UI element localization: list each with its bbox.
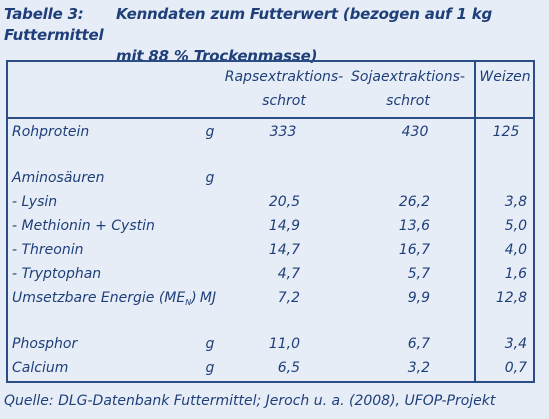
table-row: Calcium g 6,5 3,2 0,7 xyxy=(8,356,533,380)
row-label-calcium: Calcium xyxy=(12,360,69,376)
cell-weizen: 1,6 xyxy=(504,266,527,282)
cell-soja: 16,7 xyxy=(398,242,430,258)
row-unit: MJ xyxy=(199,290,217,306)
row-label-methionin: - Methionin + Cystin xyxy=(12,218,155,234)
cell-soja: 430 xyxy=(401,124,429,140)
energie-label-close: ) xyxy=(191,290,197,306)
source-note: Quelle: DLG-Datenbank Futtermittel; Jero… xyxy=(4,393,496,409)
cell-raps: 7,2 xyxy=(277,290,300,306)
cell-raps: 4,7 xyxy=(277,266,300,282)
table-row: - Tryptophan 4,7 5,7 1,6 xyxy=(8,262,533,286)
header-col-raps-line1: Rapsextraktions- xyxy=(224,69,344,85)
table-row: Rohprotein g 333 430 125 xyxy=(8,120,533,144)
cell-raps: 6,5 xyxy=(277,360,300,376)
row-label-phosphor: Phosphor xyxy=(12,336,78,352)
cell-weizen: 125 xyxy=(492,124,520,140)
data-table: Rapsextraktions- schrot Sojaextraktions-… xyxy=(6,60,535,383)
cell-raps: 11,0 xyxy=(268,336,300,352)
cell-raps: 333 xyxy=(269,124,297,140)
header-col-soja-line2: schrot xyxy=(386,93,430,109)
cell-soja: 13,6 xyxy=(398,218,430,234)
caption-label: Tabelle 3: xyxy=(4,5,84,23)
cell-weizen: 3,8 xyxy=(504,194,527,210)
table-row: Umsetzbare Energie (MEN) MJ 7,2 9,9 12,8 xyxy=(8,286,533,310)
cell-weizen: 3,4 xyxy=(504,336,527,352)
header-separator xyxy=(8,117,533,119)
energie-label-subscript: N xyxy=(185,298,192,307)
header-col-soja-line1: Sojaextraktions- xyxy=(351,69,465,85)
cell-soja: 26,2 xyxy=(398,194,430,210)
row-label-lysin: - Lysin xyxy=(12,194,58,210)
cell-raps: 14,7 xyxy=(268,242,300,258)
table-row: - Methionin + Cystin 14,9 13,6 5,0 xyxy=(8,214,533,238)
cell-weizen: 4,0 xyxy=(504,242,527,258)
table-row: Phosphor g 11,0 6,7 3,4 xyxy=(8,332,533,356)
cell-raps: 14,9 xyxy=(268,218,300,234)
table-caption: Tabelle 3: Kenndaten zum Futterwert (bezo… xyxy=(4,4,544,67)
cell-weizen: 5,0 xyxy=(504,218,527,234)
cell-soja: 3,2 xyxy=(407,360,430,376)
cell-weizen: 0,7 xyxy=(504,360,527,376)
row-unit: g xyxy=(205,336,215,352)
cell-soja: 6,7 xyxy=(407,336,430,352)
row-label-tryptophan: - Tryptophan xyxy=(12,266,102,282)
table-row: Aminosäuren g xyxy=(8,166,533,190)
row-label-aminosaeuren: Aminosäuren xyxy=(12,170,105,186)
row-label-energie: Umsetzbare Energie (MEN) xyxy=(12,288,197,313)
energie-label-main: Umsetzbare Energie (ME xyxy=(12,290,186,306)
row-unit: g xyxy=(205,360,215,376)
cell-soja: 5,7 xyxy=(407,266,430,282)
cell-weizen: 12,8 xyxy=(495,290,527,306)
header-col-weizen: Weizen xyxy=(479,69,531,85)
row-unit: g xyxy=(205,170,215,186)
column-divider xyxy=(474,62,476,381)
cell-raps: 20,5 xyxy=(268,194,300,210)
header-col-raps-line2: schrot xyxy=(262,93,306,109)
row-label-rohprotein: Rohprotein xyxy=(12,124,90,140)
row-label-threonin: - Threonin xyxy=(12,242,84,258)
caption-title-line1: Kenndaten zum Futterwert (bezogen auf 1 … xyxy=(4,5,493,44)
table-row: - Threonin 14,7 16,7 4,0 xyxy=(8,238,533,262)
cell-soja: 9,9 xyxy=(407,290,430,306)
row-unit: g xyxy=(205,124,215,140)
table-row: - Lysin 20,5 26,2 3,8 xyxy=(8,190,533,214)
